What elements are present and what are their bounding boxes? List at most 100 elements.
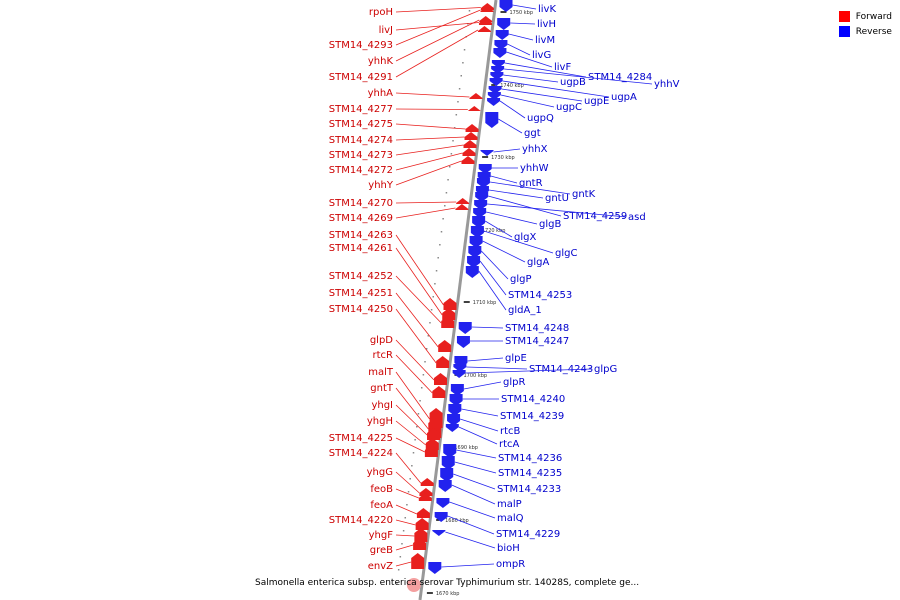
forward-gene-leader	[395, 308, 437, 364]
forward-gene-leader	[395, 160, 462, 186]
reverse-gene-leader	[447, 515, 495, 535]
tick-label: 1710 kbp	[473, 300, 497, 306]
forward-gene-label: yhhY	[368, 180, 394, 191]
backbone-dot	[411, 465, 413, 467]
reverse-gene-label: STM14_4239	[500, 411, 564, 422]
forward-gene-leader	[395, 19, 480, 62]
reverse-gene-feature	[468, 246, 482, 258]
reverse-gene-leader	[451, 484, 496, 505]
reverse-gene-feature	[465, 266, 479, 278]
reverse-gene-label: rtcB	[500, 426, 521, 437]
forward-gene-label: STM14_4293	[329, 40, 393, 51]
forward-gene-label: STM14_4270	[329, 198, 393, 209]
backbone-dot	[416, 426, 418, 428]
reverse-gene-leader	[486, 211, 538, 225]
forward-gene-label: STM14_4273	[329, 150, 393, 161]
backbone-dot	[430, 309, 433, 311]
backbone-dot	[419, 400, 421, 402]
backbone-dot	[463, 49, 466, 51]
reverse-gene-leader	[501, 88, 583, 102]
forward-gene-feature	[413, 538, 427, 550]
forward-gene-leader	[395, 234, 444, 306]
forward-gene-label: STM14_4224	[329, 448, 393, 459]
reverse-gene-leader	[458, 426, 498, 445]
reverse-gene-feature	[467, 256, 481, 268]
reverse-gene-leader	[508, 33, 534, 41]
reverse-gene-label: livM	[535, 35, 555, 46]
reverse-gene-feature	[450, 384, 464, 396]
reverse-gene-feature	[441, 456, 455, 470]
forward-gene-feature	[464, 132, 478, 140]
forward-gene-feature	[438, 340, 452, 352]
reverse-gene-leader	[504, 68, 653, 85]
reverse-gene-feature	[474, 200, 488, 210]
reverse-gene-label: STM14_4259	[563, 211, 627, 222]
reverse-gene-label: STM14_4248	[505, 323, 569, 334]
forward-gene-leader	[395, 152, 463, 171]
backbone-dot	[445, 192, 448, 194]
forward-gene-label: STM14_4275	[329, 119, 393, 130]
forward-gene-leader	[395, 504, 418, 515]
reverse-gene-leader	[510, 22, 536, 25]
forward-gene-label: STM14_4269	[329, 213, 393, 224]
forward-gene-feature	[418, 493, 432, 501]
forward-gene-label: STM14_4272	[329, 165, 393, 176]
reverse-gene-leader	[459, 418, 499, 432]
backbone-dot	[399, 556, 402, 558]
forward-gene-label: STM14_4225	[329, 433, 393, 444]
reverse-gene-feature	[494, 40, 508, 50]
reverse-gene-leader	[499, 100, 526, 119]
backbone-dot	[414, 439, 416, 441]
forward-gene-label: rtcR	[373, 350, 394, 361]
reverse-gene-feature	[436, 498, 450, 508]
backbone-dot	[448, 166, 451, 168]
forward-gene-leader	[395, 136, 465, 141]
forward-gene-label: STM14_4274	[329, 135, 393, 146]
backbone-dot	[439, 244, 441, 246]
forward-gene-leader	[395, 201, 457, 204]
backbone-dot	[434, 283, 436, 285]
forward-gene-feature	[420, 478, 434, 486]
tick-label: 1680 kbp	[445, 518, 469, 524]
forward-gene-feature	[467, 106, 481, 111]
forward-gene-leader	[395, 275, 442, 324]
forward-gene-leader	[395, 22, 480, 31]
reverse-gene-label: gntU	[545, 193, 569, 204]
backbone-dot	[458, 88, 461, 90]
forward-gene-label: yhhA	[368, 88, 394, 99]
reverse-gene-feature	[478, 164, 492, 174]
reverse-gene-feature	[434, 512, 448, 522]
reverse-gene-label: STM14_4229	[496, 529, 560, 540]
reverse-gene-leader	[487, 203, 627, 218]
forward-gene-leader	[395, 471, 420, 494]
forward-gene-feature	[455, 204, 469, 210]
reverse-gene-label: glgP	[510, 274, 532, 285]
forward-gene-leader	[395, 488, 419, 499]
forward-gene-label: STM14_4263	[329, 230, 393, 241]
forward-gene-label: yhgI	[371, 400, 393, 411]
legend-forward-label: Forward	[855, 11, 892, 22]
forward-gene-label: STM14_4291	[329, 72, 393, 83]
forward-gene-leader	[395, 207, 456, 219]
reverse-gene-label: ompR	[496, 559, 525, 570]
forward-gene-leader	[395, 354, 433, 394]
forward-gene-leader	[395, 387, 429, 430]
forward-gene-label: malT	[368, 367, 394, 378]
forward-gene-label: yhgG	[367, 467, 393, 478]
forward-gene-label: yhhK	[368, 56, 394, 67]
reverse-gene-leader	[483, 230, 554, 254]
forward-gene-leader	[395, 404, 428, 436]
reverse-gene-label: STM14_4240	[501, 394, 565, 405]
reverse-gene-feature	[453, 364, 467, 372]
reverse-gene-leader	[466, 366, 528, 370]
reverse-gene-feature	[445, 424, 459, 432]
reverse-gene-label: ugpQ	[527, 113, 554, 124]
reverse-gene-feature	[440, 468, 454, 482]
reverse-gene-label: glgC	[555, 248, 577, 259]
backbone-dot	[409, 478, 411, 480]
reverse-gene-label: STM14_4284	[588, 72, 652, 83]
forward-gene-leader	[395, 420, 427, 446]
reverse-gene-leader	[498, 118, 523, 134]
reverse-gene-feature	[490, 72, 504, 80]
